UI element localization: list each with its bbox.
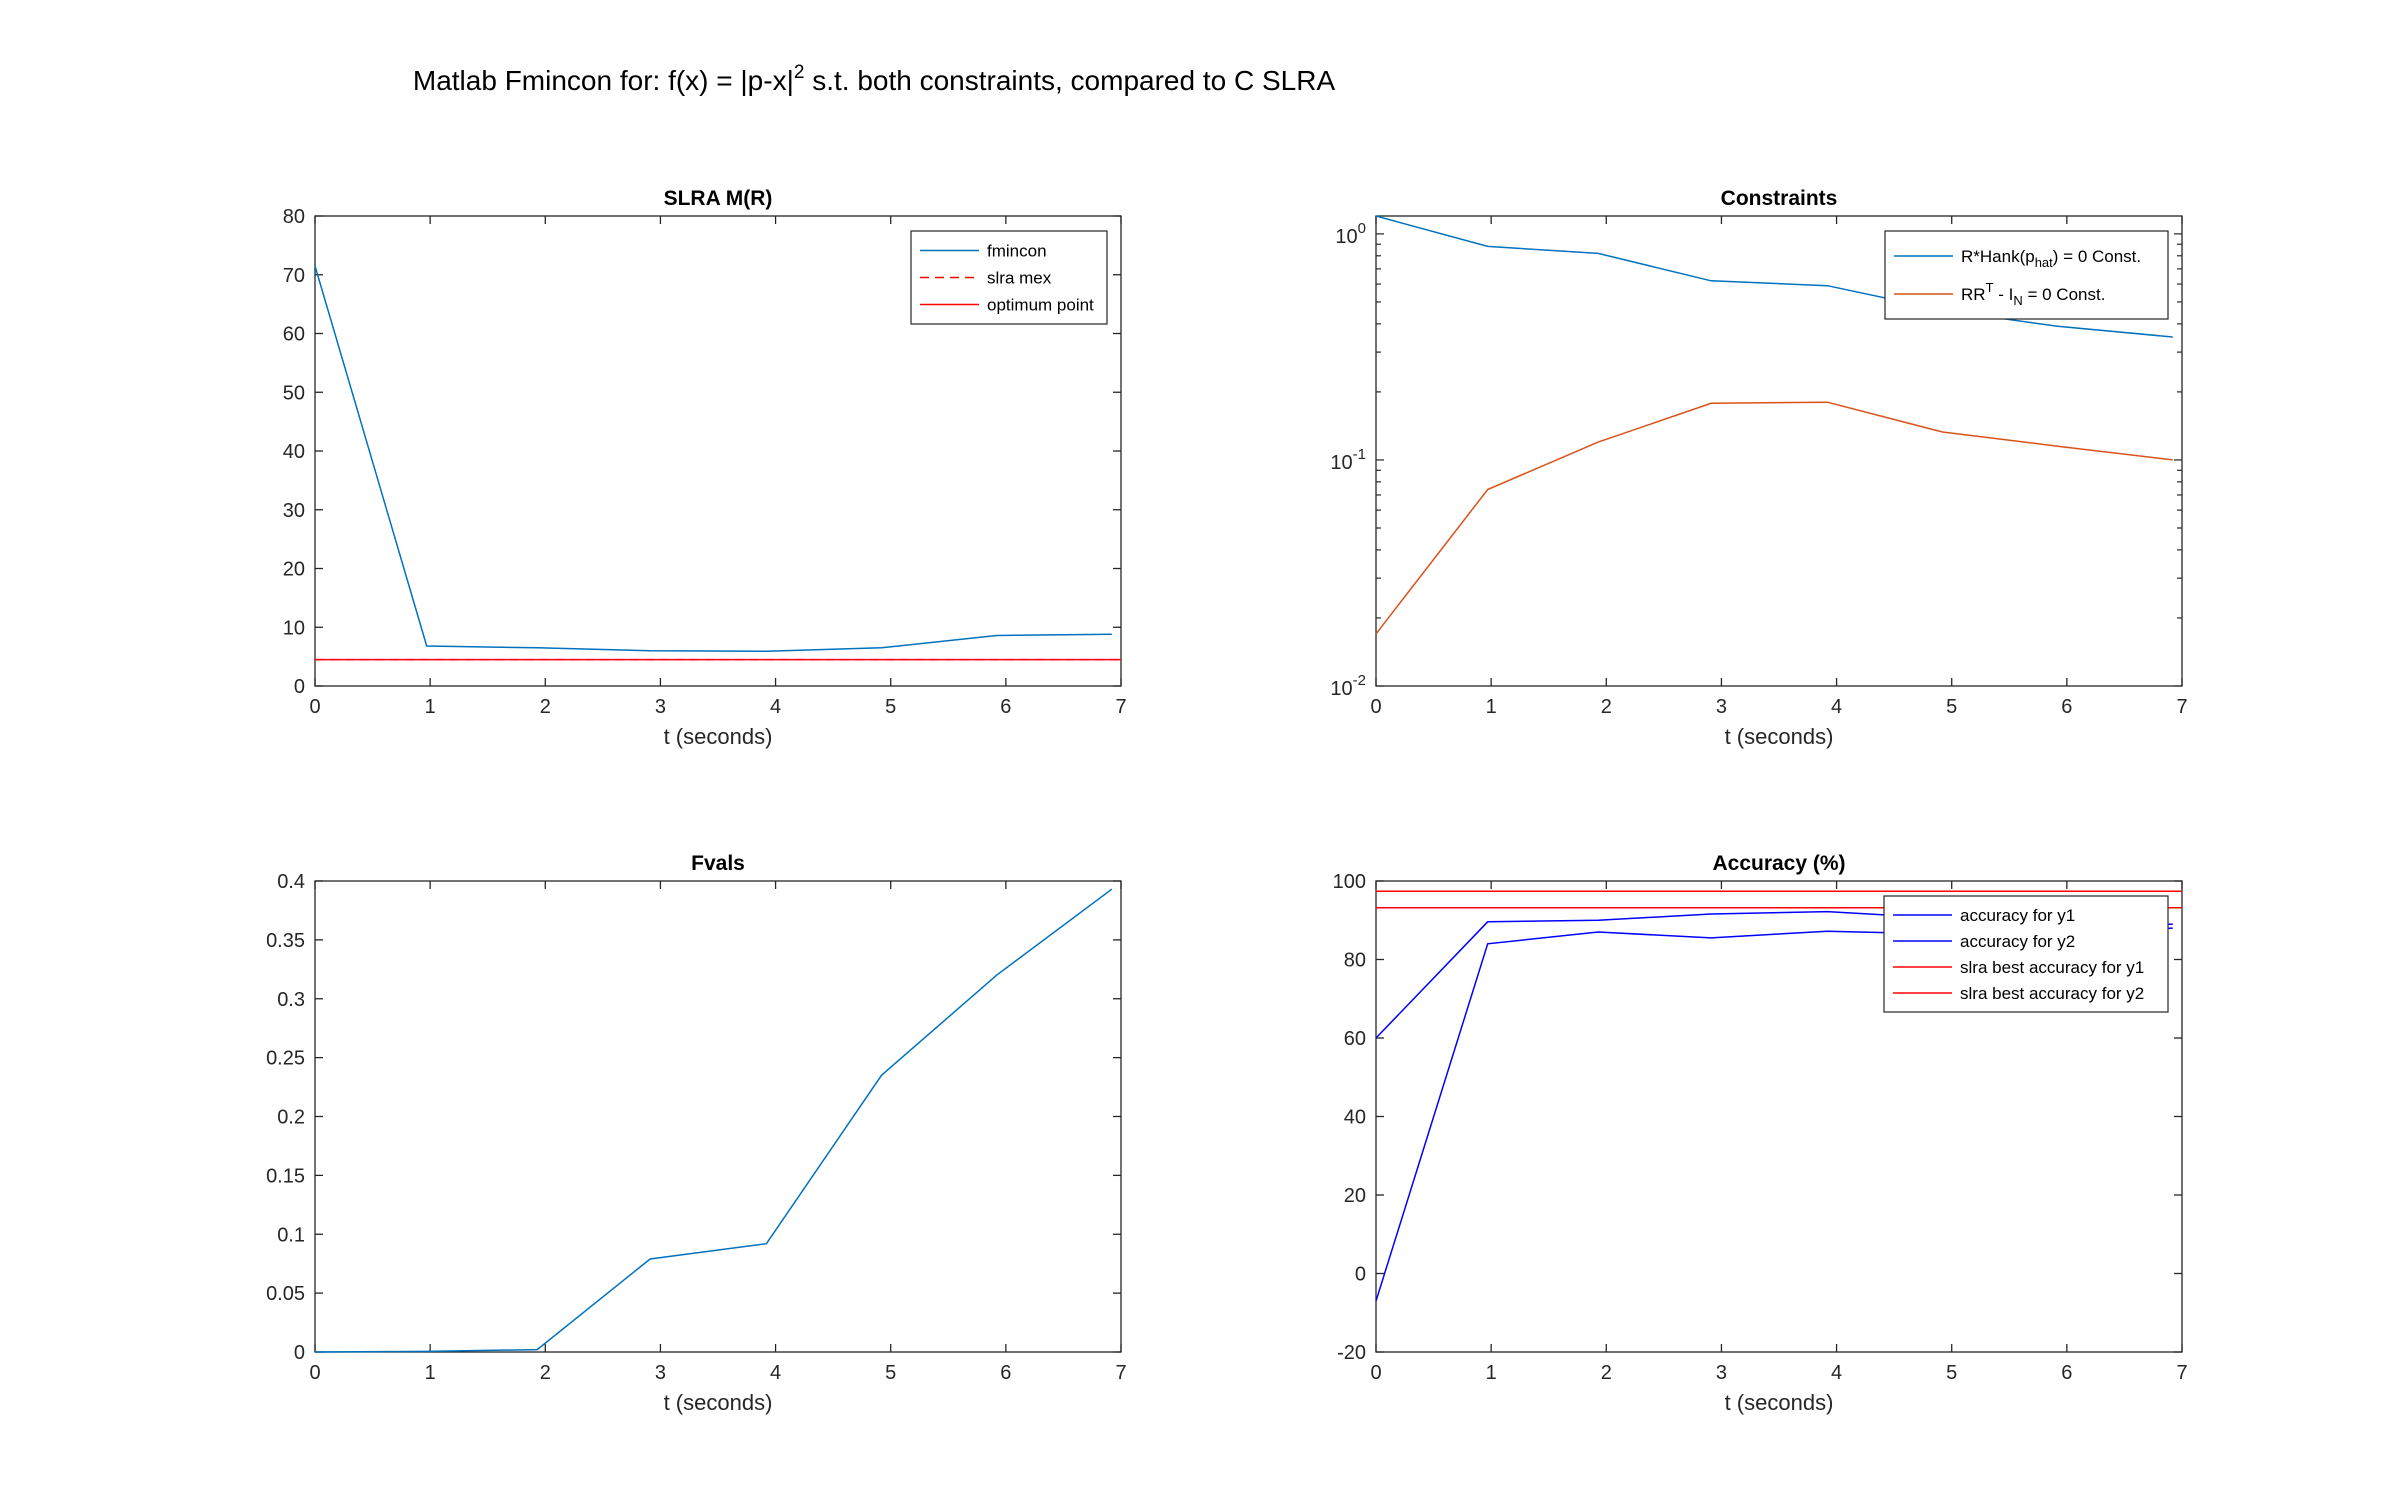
x-axis-label: t (seconds)	[1725, 1390, 1834, 1415]
series-line-series-1	[314, 888, 1113, 1353]
y-tick-label: 60	[283, 324, 305, 346]
x-tick-label: 0	[309, 1362, 320, 1384]
axes-title: SLRA M(R)	[664, 187, 773, 210]
axes-title: Accuracy (%)	[1712, 852, 1845, 875]
axes-title: Constraints	[1721, 187, 1838, 210]
y-tick-label: 40	[283, 441, 305, 463]
y-tick-label: 100	[1333, 871, 1366, 893]
x-tick-label: 2	[540, 696, 551, 718]
y-tick-label: 0	[1355, 1264, 1366, 1286]
x-tick-label: 7	[1115, 696, 1126, 718]
x-tick-label: 3	[1716, 696, 1727, 718]
y-tick-label: 0.4	[277, 871, 305, 893]
y-tick-label: 0.35	[266, 930, 305, 952]
legend-label: accuracy for y1	[1960, 906, 2075, 925]
x-tick-label: 2	[1601, 696, 1612, 718]
figure-title: Matlab Fmincon for: f(x) = |p-x|2 s.t. b…	[413, 62, 1336, 96]
y-tick-label: 60	[1344, 1028, 1366, 1050]
series-line-fmincon	[314, 265, 1112, 653]
x-tick-label: 1	[1486, 1362, 1497, 1384]
y-tick-label: 0.2	[277, 1107, 305, 1129]
y-tick-label: 10-2	[1330, 672, 1366, 700]
y-tick-label: 0.3	[277, 989, 305, 1011]
y-tick-label: 0.25	[266, 1048, 305, 1070]
subplot-constraints: Constraints 0 1 2 3 4 5 6 7 t (seconds) 10-2 10-1 10…	[1330, 187, 2187, 749]
x-tick-label: 3	[655, 696, 666, 718]
y-tick-label: 50	[283, 382, 305, 404]
y-tick-label: 20	[283, 559, 305, 581]
subplot-fvals: Fvals 0 1 2 3 4 5 6 7 t (seconds) 0 0.05 0.1 0.15 0.2 0…	[266, 852, 1127, 1415]
x-tick-label: 6	[2061, 696, 2072, 718]
y-tick-label: 80	[1344, 950, 1366, 972]
x-tick-label: 4	[1831, 1362, 1842, 1384]
x-tick-label: 4	[1831, 696, 1842, 718]
y-tick-label: 20	[1344, 1185, 1366, 1207]
y-tick-label: 80	[283, 206, 305, 228]
x-tick-label: 6	[2061, 1362, 2072, 1384]
legend: R*Hank(phat) = 0 Const. RRT - IN = 0 Cons…	[1884, 230, 2169, 320]
x-tick-label: 1	[425, 696, 436, 718]
legend-box	[1884, 230, 2169, 320]
y-tick-label: 0.05	[266, 1283, 305, 1305]
x-tick-label: 1	[1486, 696, 1497, 718]
x-axis-label: t (seconds)	[664, 1390, 773, 1415]
x-tick-label: 5	[1946, 1362, 1957, 1384]
legend-label: optimum point	[987, 296, 1094, 315]
y-tick-label: 70	[283, 265, 305, 287]
y-tick-label: 0	[294, 676, 305, 698]
x-tick-label: 0	[309, 696, 320, 718]
x-tick-label: 5	[885, 696, 896, 718]
x-tick-label: 4	[770, 1362, 781, 1384]
legend: fmincon slra mex optimum point	[910, 230, 1108, 325]
x-tick-label: 3	[655, 1362, 666, 1384]
y-tick-label: 10	[283, 617, 305, 639]
legend: accuracy for y1 accuracy for y2 slra best …	[1883, 895, 2169, 1013]
x-tick-label: 1	[425, 1362, 436, 1384]
x-axis-label: t (seconds)	[1725, 724, 1834, 749]
x-tick-label: 4	[770, 696, 781, 718]
y-tick-label: 0.1	[277, 1224, 305, 1246]
legend-label: RRT - IN = 0 Const.	[1961, 280, 2105, 308]
legend-label: slra mex	[987, 269, 1052, 288]
subplot-accuracy: Accuracy (%)0 1 2 3 4 5 6 7t (seconds)-20020406…	[1333, 852, 2188, 1415]
axes-title: Fvals	[691, 852, 745, 875]
y-tick-label: -20	[1337, 1342, 1366, 1364]
series-line-rr-t-i-n-0-const	[1375, 401, 2173, 635]
x-tick-label: 5	[1946, 696, 1957, 718]
legend-label: R*Hank(phat) = 0 Const.	[1961, 247, 2141, 270]
subplot-slra-m-r: SLRA M(R) 0 1 2 3 4 5 6 7 t (seconds) 0 10 20 30 40 50 6…	[283, 187, 1127, 749]
y-tick-label: 0.15	[266, 1165, 305, 1187]
legend-label: slra best accuracy for y1	[1960, 958, 2144, 977]
x-tick-label: 2	[540, 1362, 551, 1384]
y-tick-label: 100	[1335, 220, 1366, 248]
legend-label: slra best accuracy for y2	[1960, 984, 2144, 1003]
x-tick-label: 2	[1601, 1362, 1612, 1384]
x-axis-label: t (seconds)	[664, 724, 773, 749]
x-tick-label: 6	[1000, 1362, 1011, 1384]
series-line-r-hank-p-hat-0-const	[1375, 215, 2173, 338]
x-tick-label: 6	[1000, 696, 1011, 718]
legend-label: fmincon	[987, 242, 1047, 261]
x-tick-label: 0	[1370, 696, 1381, 718]
x-tick-label: 7	[1115, 1362, 1126, 1384]
x-tick-label: 3	[1716, 1362, 1727, 1384]
x-tick-label: 7	[2176, 1362, 2187, 1384]
x-tick-label: 5	[885, 1362, 896, 1384]
y-tick-label: 0	[294, 1342, 305, 1364]
legend-label: accuracy for y2	[1960, 932, 2075, 951]
y-tick-label: 40	[1344, 1107, 1366, 1129]
y-tick-label: 30	[283, 500, 305, 522]
plot-area	[314, 880, 1122, 1353]
y-tick-label: 10-1	[1330, 446, 1366, 474]
x-tick-label: 0	[1370, 1362, 1381, 1384]
x-tick-label: 7	[2176, 696, 2187, 718]
